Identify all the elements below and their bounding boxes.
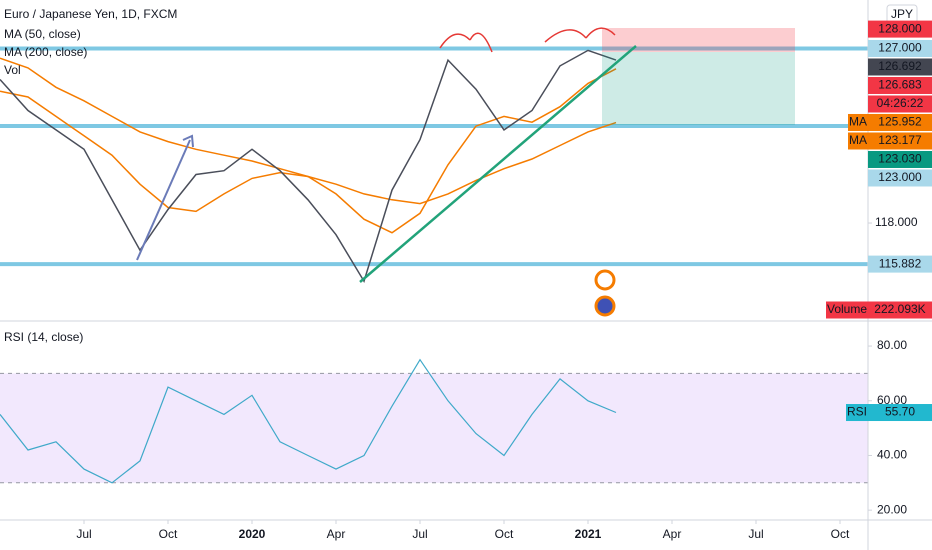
- ma-line: [0, 57, 617, 205]
- tag-name-box: [826, 301, 868, 319]
- price-tag: [868, 95, 932, 113]
- y-tick-label: 20.00: [877, 502, 907, 516]
- arrow-head: [182, 134, 194, 148]
- rsi-line: [0, 358, 617, 484]
- arrow-line: [136, 139, 191, 261]
- y-tick-label: 80.00: [877, 338, 907, 352]
- price-tag: [868, 404, 932, 422]
- event-icon: [594, 295, 616, 317]
- price-line: [0, 49, 617, 284]
- tag-name-box: [848, 132, 868, 150]
- legend-entry: MA (50, close): [4, 27, 81, 41]
- stop-zone: [602, 28, 795, 52]
- y-tick-label: 60.00: [877, 393, 907, 407]
- legend-entry: MA (200, close): [4, 45, 87, 59]
- tag-name-box: [848, 113, 868, 131]
- tag-name: MA: [849, 133, 867, 147]
- tag-name: RSI: [847, 405, 867, 419]
- pattern-arcs: [439, 27, 616, 53]
- tag-name: MA: [849, 115, 867, 129]
- price-tag-label: 115.882: [879, 256, 922, 270]
- x-tick-label: Oct: [159, 527, 178, 541]
- price-tag: [868, 301, 932, 319]
- price-tag: [868, 39, 932, 57]
- price-tag: [868, 76, 932, 94]
- price-tag: [868, 132, 932, 150]
- price-tag: [868, 169, 932, 187]
- price-tag: [868, 150, 932, 168]
- x-tick-label: Apr: [663, 527, 682, 541]
- x-tick-label: Oct: [495, 527, 514, 541]
- legend-entry: Vol: [4, 63, 21, 77]
- price-tag: [868, 255, 932, 273]
- y-tick-label: 118.000: [875, 215, 918, 229]
- price-tag-label: 55.70: [885, 405, 915, 419]
- tag-name-box: [846, 404, 868, 422]
- x-tick-label: Jul: [76, 527, 91, 541]
- price-tag-label: 127.000: [878, 41, 922, 55]
- price-tag-label: 126.683: [878, 78, 922, 92]
- x-tick-label: 2021: [575, 527, 602, 541]
- x-tick-label: Oct: [831, 527, 850, 541]
- price-tag-label: 222.093K: [874, 302, 925, 316]
- price-tag-label: 123.030: [878, 152, 922, 166]
- price-tag-label: 123.177: [878, 133, 922, 147]
- tag-name: Volume: [827, 302, 867, 316]
- currency[interactable]: JPY: [891, 7, 913, 21]
- price-tag: [868, 113, 932, 131]
- x-tick-label: Jul: [748, 527, 763, 541]
- price-pane: [0, 46, 868, 484]
- rsi-title: RSI (14, close): [4, 330, 83, 344]
- rsi-band: [0, 373, 868, 483]
- price-tag-label: 128.000: [878, 21, 922, 35]
- y-tick-label: 40.00: [877, 448, 907, 462]
- x-tick-label: Apr: [327, 527, 346, 541]
- x-tick-label: Jul: [412, 527, 427, 541]
- price-tag-label: 126.692: [878, 59, 922, 73]
- price-tag-label: 04:26:22: [877, 96, 924, 110]
- trend-line: [359, 45, 637, 283]
- price-tag-label: 123.000: [878, 170, 922, 184]
- price-tag-label: 125.952: [878, 115, 922, 129]
- event-icon: [594, 269, 616, 291]
- price-tag: [868, 20, 932, 38]
- target-zone: [602, 52, 795, 125]
- chart-title: Euro / Japanese Yen, 1D, FXCM: [4, 7, 177, 21]
- price-tag: [868, 58, 932, 76]
- x-tick-label: 2020: [239, 527, 266, 541]
